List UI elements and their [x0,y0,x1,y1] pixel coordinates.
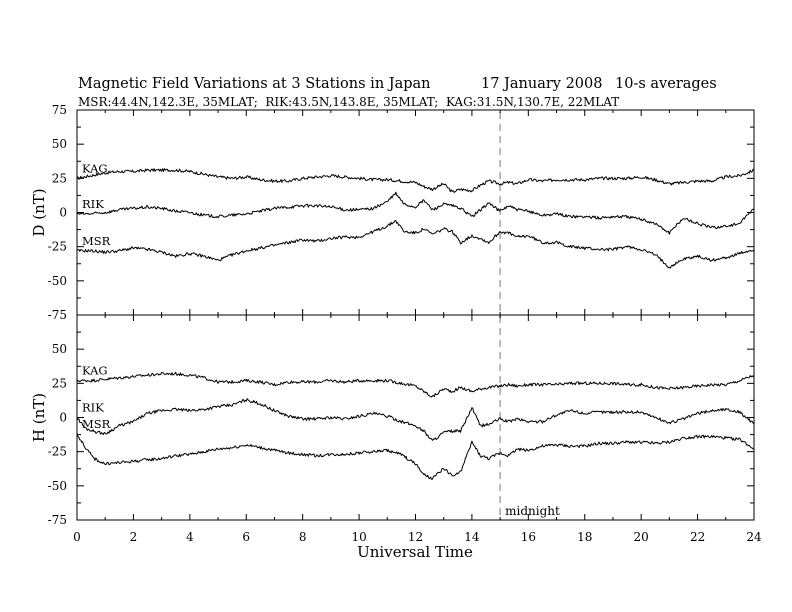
series-layer: KAG RIK MSR KAG RIK MSR [76,161,755,480]
panel-d-frame [76,109,755,316]
y-tick-label: 25 [52,376,67,390]
x-tick-label: 24 [746,530,762,544]
series-label-rik: RIK [82,197,104,211]
x-tick-label: 14 [464,530,480,544]
series-line-rik-h [76,398,755,441]
series-label-kag: KAG [82,161,108,175]
series-line-kag-d [76,168,755,193]
chart-title: Magnetic Field Variations at 3 Stations … [78,76,431,92]
x-axis-label: Universal Time [357,543,473,561]
y-tick-label: 50 [52,137,67,151]
series-label-msr: MSR [82,417,111,431]
series-line-msr-d [76,220,755,269]
y-tick-label: -50 [48,274,67,288]
y-tick-label: -25 [48,240,67,254]
x-tick-label: 2 [130,530,138,544]
x-tick-label: 16 [521,530,536,544]
x-tick-label: 6 [242,530,250,544]
panel-h-ylabel: H (nT) [30,393,48,442]
y-tick-label: -50 [48,479,67,493]
y-tick-label: -75 [48,308,67,322]
chart-date: 17 January 2008 [481,76,602,92]
chart-averaging: 10-s averages [615,76,717,92]
y-tick-label: 50 [52,342,67,356]
series-label-msr: MSR [82,234,111,248]
panel-d-ylabel: D (nT) [30,188,48,236]
series-line-msr-h [76,432,755,480]
y-tick-label: 0 [59,411,67,425]
ticks-layer: 0 2 4 6 8 10 12 14 16 18 20 22 24-75-50-250255075-75… [48,103,762,544]
series-label-rik: RIK [82,401,104,415]
x-tick-label: 20 [634,530,649,544]
chart-subtitle: MSR:44.4N,142.3E, 35MLAT; RIK:43.5N,143.… [78,95,619,109]
series-line-rik-d [76,191,755,235]
series-label-kag: KAG [82,364,108,378]
y-tick-label: 0 [59,206,67,220]
x-tick-label: 4 [186,530,194,544]
y-tick-label: 25 [52,171,67,185]
x-tick-label: 12 [408,530,423,544]
x-tick-label: 10 [351,530,366,544]
x-tick-label: 8 [299,530,307,544]
x-tick-label: 0 [73,530,81,544]
y-tick-label: -75 [48,513,67,527]
midnight-annotation: midnight [505,504,560,518]
y-tick-label: 75 [52,103,67,117]
panel-h-frame [76,314,755,521]
series-line-kag-h [76,371,755,398]
y-tick-label: -25 [48,445,67,459]
x-tick-label: 18 [577,530,592,544]
x-tick-label: 22 [690,530,705,544]
